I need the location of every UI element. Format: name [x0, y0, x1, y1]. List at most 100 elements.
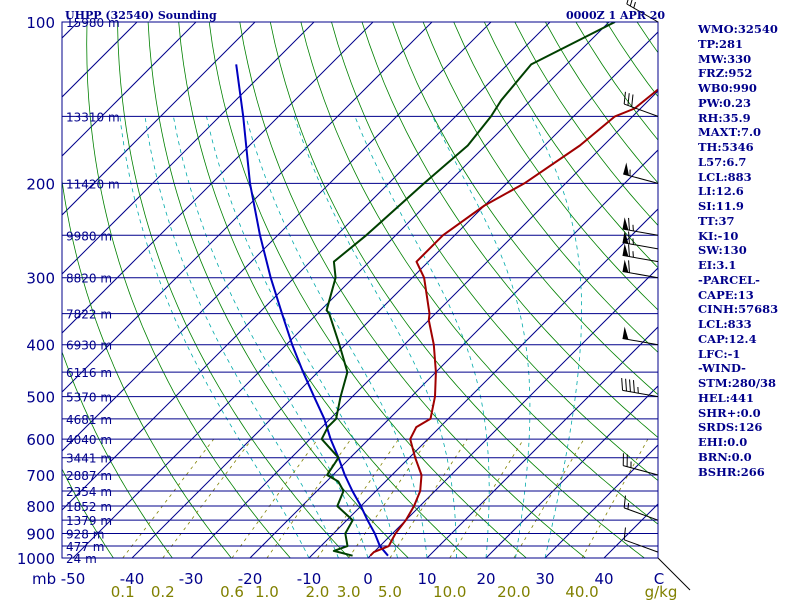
index-item: MAXT:7.0 [698, 125, 761, 140]
dry-adiabat-line [269, 22, 646, 558]
index-item: LCL:883 [698, 169, 752, 184]
wind-barb-pennant [622, 217, 629, 231]
wind-barb-flag [629, 0, 633, 7]
wind-barb-flag [627, 93, 630, 106]
wind-barb-staff [624, 507, 659, 521]
dry-adiabat-line [62, 177, 232, 558]
wind-barb-half-flag [633, 1, 636, 9]
index-item: LI:12.6 [698, 184, 744, 199]
dry-adiabat-line [453, 22, 658, 311]
wind-barb [623, 91, 659, 117]
index-item: CINH:57683 [698, 302, 779, 317]
wind-barb-half-flag [627, 503, 630, 510]
index-item: TT:37 [698, 213, 735, 228]
temperature-unit-label: C [654, 570, 664, 588]
dry-adiabat-line [147, 22, 409, 558]
pressure-tick-label: 600 [26, 431, 55, 449]
index-item: SRDS:126 [698, 420, 763, 435]
wind-barb-staff [622, 270, 659, 279]
index-item: BSHR:266 [698, 464, 765, 479]
wind-barb-pennant [622, 326, 629, 340]
wind-barb [626, 0, 659, 23]
temperature-tick-label: 30 [535, 570, 554, 588]
height-label: 1379 m [66, 514, 112, 528]
valid-time: 0000Z 1 APR 20 [566, 9, 666, 22]
isotherm-line [190, 90, 658, 558]
dry-adiabat-line [62, 350, 173, 558]
mixing-ratio-line [122, 438, 215, 558]
wind-barb-staff [622, 254, 659, 263]
moist-adiabat-line [144, 116, 339, 558]
index-item: BRN:0.0 [698, 449, 752, 464]
wind-barb-staff [622, 228, 659, 236]
mixing-ratio-unit-label: g/kg [645, 583, 678, 600]
dry-adiabat-line [117, 22, 350, 558]
wind-barb [622, 243, 659, 263]
height-label: 4681 m [66, 413, 112, 427]
mixing-ratio-tick-label: 3.0 [337, 583, 361, 600]
wind-barb-flag [626, 0, 629, 5]
temperature-line [369, 88, 658, 557]
dry-adiabat-line [300, 22, 658, 525]
wind-barb-pennant [622, 259, 629, 273]
mixing-ratio-line [449, 438, 524, 558]
temperature-tick-label: -30 [179, 570, 204, 588]
height-label: 13310 m [66, 110, 120, 124]
wind-barb-staff [624, 103, 659, 117]
mixing-ratio-line [581, 438, 649, 558]
wind-barb-staff [624, 539, 659, 553]
height-label: 3441 m [66, 452, 112, 466]
mixing-ratio-line [389, 438, 468, 558]
height-label: 477 m [66, 540, 104, 554]
dry-adiabat-line [62, 468, 114, 558]
mixing-ratio-tick-label: 0.1 [111, 583, 135, 600]
dry-adiabat-line [178, 22, 469, 558]
mixing-ratio-tick-label: 0.2 [151, 583, 175, 600]
pressure-tick-label: 300 [26, 270, 55, 288]
index-item: LCL:833 [698, 317, 752, 331]
wind-barb [623, 495, 659, 521]
index-item: RH:35.9 [698, 110, 751, 125]
mixing-ratio-line [162, 438, 253, 558]
temperature-tick-label: 20 [476, 570, 495, 588]
index-item: PW:0.23 [698, 95, 752, 110]
wind-barb-staff [622, 242, 659, 250]
height-label: 11420 m [66, 177, 120, 191]
pressure-tick-label: 100 [26, 14, 55, 32]
pressure-tick-label: 400 [26, 337, 55, 355]
temperature-tick-label: -10 [297, 570, 322, 588]
index-item: SHR+:0.0 [698, 405, 761, 420]
corner-line [657, 557, 691, 591]
wind-barb-flag [628, 260, 630, 273]
index-item: SI:11.9 [698, 199, 744, 213]
dry-adiabat-line [361, 22, 658, 439]
wind-barb-pennant [623, 162, 630, 176]
index-item: HEL:441 [698, 390, 754, 405]
moist-adiabat-line [354, 116, 490, 558]
wind-barb-flag [628, 217, 630, 231]
index-item: L57:6.7 [698, 154, 747, 169]
dry-adiabat-line [208, 22, 528, 558]
index-item: TH:5346 [698, 140, 754, 154]
height-label: 1852 m [66, 500, 112, 514]
mixing-ratio-tick-label: 40.0 [565, 583, 598, 600]
dewpoint-line [320, 22, 616, 557]
temperature-tick-label: 40 [594, 570, 613, 588]
dry-adiabat-line [422, 22, 658, 353]
index-item: WB0:990 [698, 81, 757, 95]
moist-adiabat-line [206, 116, 398, 558]
mixing-ratio-tick-label: 0.6 [220, 583, 244, 600]
wind-barb [622, 217, 659, 236]
wind-barb [623, 527, 659, 553]
height-label: 4040 m [66, 433, 112, 447]
moist-adiabat-line [245, 116, 428, 558]
temperature-tick-label: -40 [120, 570, 145, 588]
index-item: -WIND- [698, 361, 746, 376]
wind-barb-pennant [622, 243, 629, 257]
wind-barb-flag [621, 378, 624, 391]
index-panel: WMO:32540 TP:281 MW:330 FRZ:952 WB0:990 PW:0.… [698, 22, 798, 479]
index-item: EI:3.1 [698, 258, 737, 272]
pressure-tick-label: 900 [26, 525, 55, 543]
wind-barb-flag [625, 378, 627, 392]
